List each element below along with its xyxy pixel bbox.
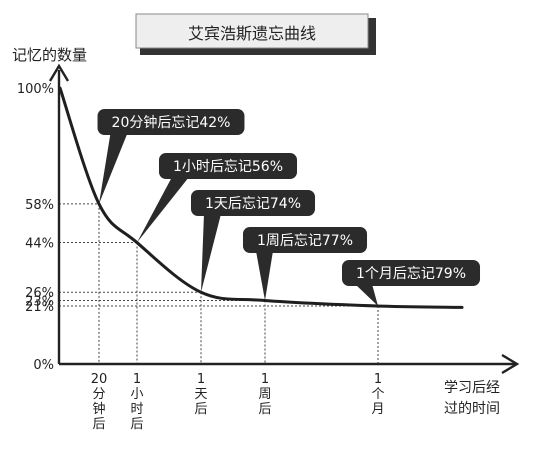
guide-lines bbox=[59, 203, 379, 364]
y-tick-label: 23% bbox=[25, 295, 54, 310]
x-axis-label-line-2: 过的时间 bbox=[444, 401, 500, 417]
annotation-text: 1周后忘记77% bbox=[257, 233, 353, 249]
annotation-pointer bbox=[354, 284, 378, 307]
annotation-bubble: 1个月后忘记79% bbox=[341, 260, 481, 307]
x-tick-label: 20 bbox=[91, 372, 108, 387]
annotation-pointer bbox=[255, 251, 273, 301]
axes bbox=[48, 63, 520, 375]
x-tick-label: 天 bbox=[194, 387, 207, 402]
x-tick-label: 时 bbox=[130, 402, 143, 417]
x-tick-label: 月 bbox=[371, 402, 384, 417]
x-tick-label: 周 bbox=[258, 387, 271, 402]
annotation-text: 1天后忘记74% bbox=[205, 196, 301, 212]
chart-title-box: 艾宾浩斯遗忘曲线 bbox=[135, 13, 376, 55]
annotation-text: 20分钟后忘记42% bbox=[112, 114, 231, 131]
x-tick-label: 个 bbox=[371, 387, 384, 402]
annotation-box bbox=[242, 227, 368, 253]
annotation-bubble: 1周后忘记77% bbox=[242, 227, 368, 301]
y-tick-label: 100% bbox=[17, 82, 54, 97]
annotation-text: 1个月后忘记79% bbox=[356, 266, 466, 282]
y-tick-label: 21% bbox=[25, 300, 54, 315]
annotation-bubble: 20分钟后忘记42% bbox=[97, 109, 245, 204]
x-axis-label-line-1: 学习后经 bbox=[444, 380, 500, 396]
annotation-bubble: 1小时后忘记56% bbox=[137, 153, 298, 243]
y-tick-label: 44% bbox=[25, 237, 54, 252]
x-tick-label: 1 bbox=[374, 372, 382, 387]
x-tick-label: 后 bbox=[92, 417, 105, 432]
y-tick-label: 0% bbox=[33, 358, 54, 373]
annotation-bubble: 1天后忘记74% bbox=[190, 190, 316, 293]
y-tick-label: 26% bbox=[25, 286, 54, 301]
x-tick-label: 钟 bbox=[92, 401, 105, 417]
x-tick-label: 小 bbox=[130, 387, 143, 402]
annotation-bubbles: 20分钟后忘记42% 1小时后忘记56% 1天后忘记74% 1周后忘记77% 1个月后忘… bbox=[97, 109, 481, 307]
annotation-pointer bbox=[201, 214, 221, 293]
x-tick-label: 1 bbox=[197, 372, 205, 387]
x-tick-label: 后 bbox=[194, 402, 207, 417]
x-tick-label: 分 bbox=[92, 387, 105, 402]
chart-title: 艾宾浩斯遗忘曲线 bbox=[188, 24, 316, 43]
annotation-text: 1小时后忘记56% bbox=[173, 159, 283, 175]
annotation-pointer bbox=[99, 133, 128, 204]
x-tick-label: 后 bbox=[258, 402, 271, 417]
annotation-pointer bbox=[137, 177, 189, 243]
x-tick-label: 后 bbox=[130, 417, 143, 432]
y-axis-arrow bbox=[48, 63, 70, 82]
y-tick-label: 58% bbox=[25, 198, 54, 213]
x-axis-arrow bbox=[501, 353, 520, 375]
x-tick-label: 1 bbox=[261, 372, 269, 387]
annotation-box bbox=[158, 153, 298, 179]
annotation-box bbox=[341, 260, 481, 286]
y-axis-label: 记忆的数量 bbox=[12, 46, 87, 64]
annotation-box bbox=[97, 109, 245, 135]
annotation-box bbox=[190, 190, 316, 216]
x-tick-label: 1 bbox=[133, 372, 141, 387]
y-tick-labels: 100% 58% 44% 26%23%21% 0% bbox=[17, 82, 54, 373]
